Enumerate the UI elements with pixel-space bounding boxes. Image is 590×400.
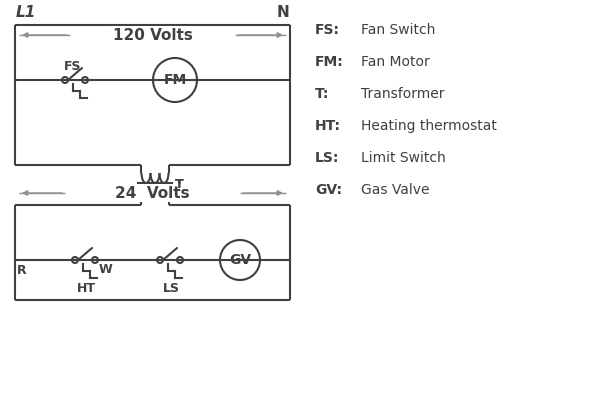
- Text: LS:: LS:: [315, 151, 339, 165]
- Text: T: T: [175, 178, 183, 192]
- Text: FS:: FS:: [315, 23, 340, 37]
- Text: R: R: [17, 264, 27, 277]
- Text: Limit Switch: Limit Switch: [361, 151, 446, 165]
- Text: Gas Valve: Gas Valve: [361, 183, 430, 197]
- Text: GV: GV: [229, 253, 251, 267]
- Text: FM:: FM:: [315, 55, 344, 69]
- Text: T: T: [175, 178, 183, 192]
- Text: Transformer: Transformer: [361, 87, 444, 101]
- Text: LS: LS: [162, 282, 179, 295]
- Text: Heating thermostat: Heating thermostat: [361, 119, 497, 133]
- Text: L1: L1: [16, 5, 37, 20]
- Text: Fan Motor: Fan Motor: [361, 55, 430, 69]
- Text: 24  Volts: 24 Volts: [115, 186, 190, 200]
- Text: FS: FS: [64, 60, 81, 73]
- Text: T:: T:: [315, 87, 329, 101]
- Text: HT:: HT:: [315, 119, 341, 133]
- Text: 120 Volts: 120 Volts: [113, 28, 192, 42]
- Text: GV:: GV:: [315, 183, 342, 197]
- Text: FM: FM: [163, 73, 186, 87]
- Text: W: W: [99, 263, 113, 276]
- Text: N: N: [276, 5, 289, 20]
- Text: HT: HT: [77, 282, 96, 295]
- Text: Fan Switch: Fan Switch: [361, 23, 435, 37]
